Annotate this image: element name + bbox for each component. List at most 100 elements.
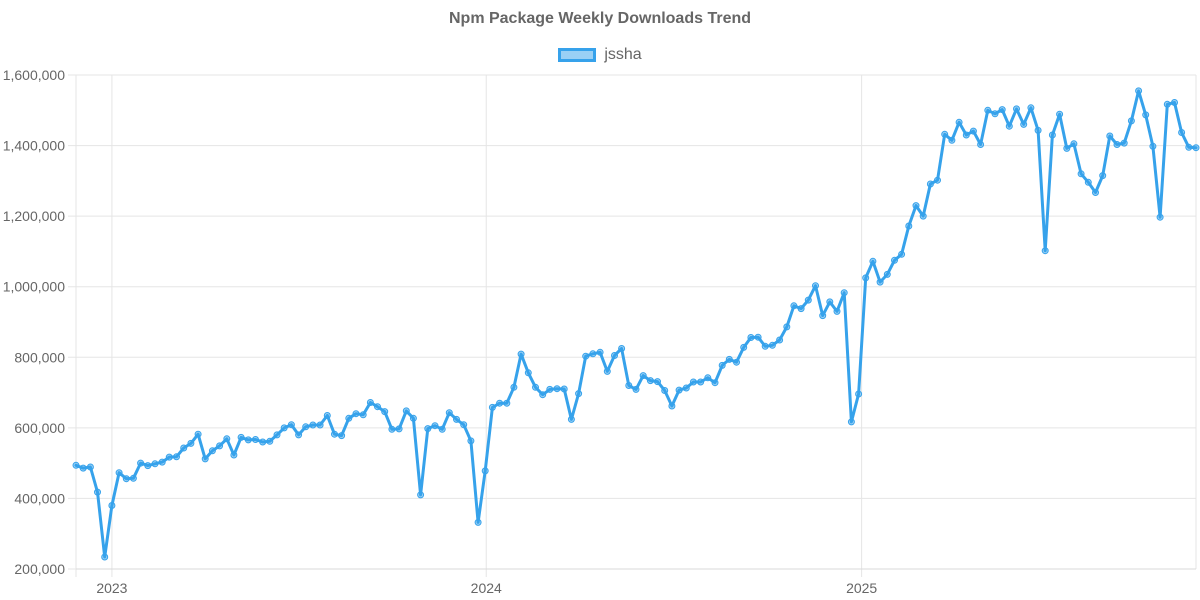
data-point	[1092, 189, 1099, 196]
data-point	[252, 436, 259, 443]
y-tick-label: 1,400,000	[3, 138, 65, 154]
data-point	[517, 350, 525, 358]
data-point	[1142, 111, 1150, 119]
data-point	[833, 307, 841, 315]
y-tick-label: 800,000	[14, 349, 65, 365]
data-point	[402, 407, 410, 415]
data-point	[532, 383, 539, 391]
data-point	[1135, 87, 1143, 95]
data-point	[1120, 139, 1128, 147]
data-point	[1163, 100, 1171, 108]
data-point	[718, 361, 726, 369]
data-point	[1106, 132, 1114, 140]
data-point	[603, 367, 611, 375]
data-point	[560, 385, 568, 393]
data-point	[158, 458, 166, 466]
data-point	[72, 461, 80, 469]
data-point	[689, 378, 697, 386]
data-point	[847, 418, 855, 426]
legend[interactable]: jssha	[0, 46, 1200, 64]
x-tick-label: 2025	[846, 580, 877, 596]
data-point	[1113, 141, 1121, 148]
data-point	[919, 212, 927, 220]
data-point	[819, 312, 827, 320]
data-point	[216, 442, 224, 450]
data-point	[912, 202, 920, 210]
data-point	[761, 342, 769, 350]
data-point	[812, 282, 819, 290]
data-point	[711, 379, 719, 387]
data-point	[374, 403, 381, 411]
data-point	[625, 382, 633, 389]
data-point	[187, 439, 195, 447]
data-point	[596, 348, 604, 356]
data-point	[359, 411, 367, 419]
data-point	[503, 399, 511, 407]
data-point	[804, 296, 812, 304]
data-point	[740, 343, 748, 351]
data-point	[697, 378, 705, 386]
y-tick-label: 200,000	[14, 561, 65, 577]
legend-label[interactable]: jssha	[604, 46, 642, 63]
data-point	[79, 464, 87, 472]
data-point	[352, 410, 360, 418]
data-point	[754, 333, 762, 341]
data-point	[194, 430, 202, 438]
legend-swatch[interactable]	[558, 48, 597, 62]
data-point	[323, 412, 331, 419]
data-point	[453, 415, 460, 423]
data-point	[611, 352, 618, 359]
data-point	[661, 387, 669, 394]
data-point	[926, 180, 934, 188]
data-point	[381, 408, 389, 416]
data-point	[94, 488, 101, 496]
data-point	[998, 106, 1006, 114]
data-point	[776, 336, 784, 344]
data-point	[575, 390, 583, 398]
data-point	[955, 118, 963, 126]
data-point	[1171, 99, 1178, 106]
data-point	[862, 274, 870, 282]
data-point	[137, 459, 145, 467]
data-point	[948, 136, 956, 144]
data-point	[1192, 144, 1200, 152]
data-point	[208, 447, 216, 455]
y-tick-label: 1,200,000	[3, 208, 65, 224]
data-point	[898, 250, 906, 258]
data-point	[460, 421, 468, 429]
y-tick-label: 1,600,000	[3, 67, 65, 83]
data-point	[783, 323, 791, 331]
data-point	[122, 475, 130, 483]
data-point	[1056, 110, 1064, 118]
data-point	[101, 553, 109, 561]
data-point	[1041, 247, 1049, 255]
data-point	[115, 469, 123, 477]
data-point	[747, 334, 755, 341]
y-tick-label: 400,000	[14, 490, 65, 506]
data-point	[1185, 143, 1193, 151]
data-point	[1149, 142, 1157, 150]
data-point	[546, 385, 554, 393]
data-point	[395, 425, 403, 433]
data-point	[388, 425, 396, 433]
data-point	[539, 391, 547, 399]
data-point	[991, 110, 999, 118]
data-point	[266, 437, 274, 445]
data-point	[1005, 122, 1013, 130]
data-point	[316, 421, 324, 429]
data-point	[582, 352, 590, 360]
data-point	[1027, 104, 1035, 112]
data-point	[295, 431, 303, 439]
data-point	[883, 270, 891, 278]
data-point	[338, 432, 346, 440]
data-point	[302, 423, 310, 431]
data-point	[424, 425, 432, 433]
data-point	[173, 453, 180, 461]
x-tick-label: 2024	[471, 580, 502, 596]
data-point	[639, 372, 647, 380]
data-point	[409, 414, 417, 422]
data-point	[704, 374, 712, 382]
data-point	[309, 421, 317, 429]
data-point	[589, 350, 597, 358]
